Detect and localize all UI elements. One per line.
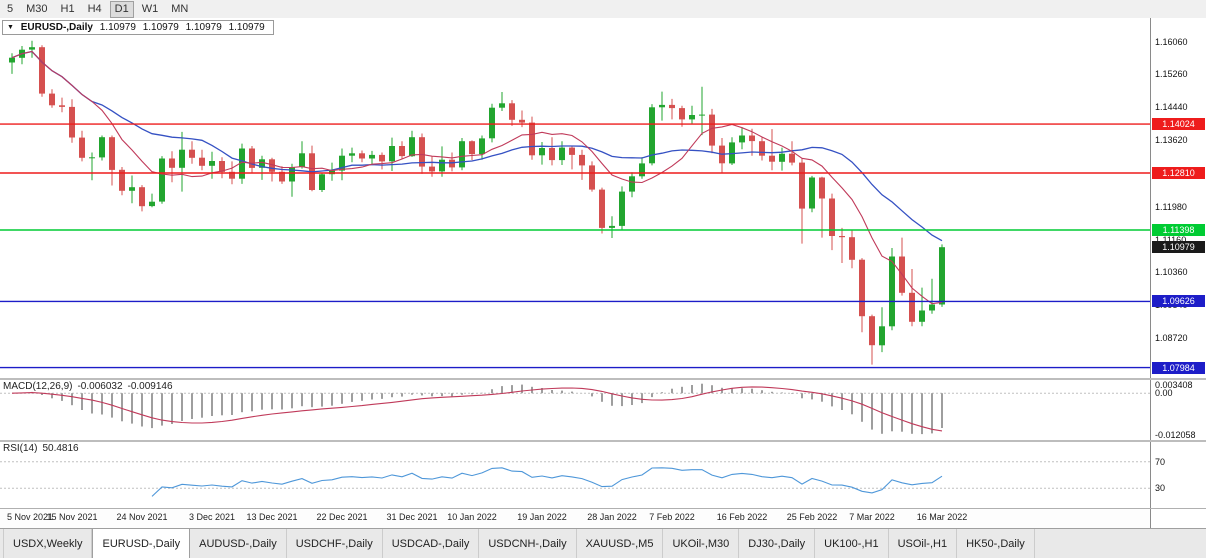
macd-signal-line	[11, 386, 943, 432]
date-tick-label: 16 Feb 2022	[716, 512, 768, 522]
macd-axis-label: -0.012058	[1155, 430, 1196, 440]
macd-indicator-panel[interactable]: MACD(12,26,9) -0.006032 -0.009146	[0, 380, 1150, 440]
symbol-dropdown-icon[interactable]: ▼	[7, 24, 14, 31]
chart-tab-xauusd-m5[interactable]: XAUUSD-,M5	[577, 529, 664, 558]
timeframe-5-button[interactable]: 5	[7, 2, 14, 15]
price-axis[interactable]: 1.16060 1.15260 1.14440 1.13620 1.12810 1.119…	[1150, 18, 1206, 528]
timeframe-h4-button[interactable]: H4	[87, 2, 102, 15]
macd-histogram	[21, 383, 943, 435]
price-tick: 1.14440	[1155, 102, 1188, 112]
chart-tab-usdchf-daily[interactable]: USDCHF-,Daily	[287, 529, 383, 558]
chart-tab-usdcad-daily[interactable]: USDCAD-,Daily	[383, 529, 480, 558]
timeframe-h1-button[interactable]: H1	[60, 2, 75, 15]
ma-slow-line	[11, 50, 943, 242]
date-tick-label: 28 Jan 2022	[587, 512, 637, 522]
chart-tab-ukoil-m30[interactable]: UKOil-,M30	[663, 529, 740, 558]
date-tick-label: 25 Feb 2022	[786, 512, 838, 522]
price-line-label[interactable]: 1.09626	[1152, 295, 1205, 307]
panel-splitter[interactable]	[0, 440, 1206, 442]
rsi-label: RSI(14) 50.4816	[3, 443, 84, 454]
chart-tab-usdcnh-daily[interactable]: USDCNH-,Daily	[479, 529, 577, 558]
price-line-label[interactable]: 1.11398	[1152, 224, 1205, 236]
chart-workspace: ▼ EURUSD-,Daily 1.10979 1.10979 1.10979 …	[0, 18, 1206, 528]
chart-tab-dj30-daily[interactable]: DJ30-,Daily	[739, 529, 816, 558]
price-tick: 1.11160	[1155, 235, 1187, 245]
timeframe-mn-button[interactable]: MN	[171, 2, 189, 15]
date-tick-label: 16 Mar 2022	[916, 512, 968, 522]
macd-signal-value: -0.009146	[127, 381, 173, 392]
price-tick: 1.11980	[1155, 202, 1187, 212]
macd-label: MACD(12,26,9) -0.006032 -0.009146	[3, 381, 178, 392]
timeframe-toolbar: 5 M30 H1 H4 D1 W1 MN	[0, 0, 1206, 19]
date-axis: 5 Nov 2021 15 Nov 2021 24 Nov 2021 3 Dec 20…	[0, 509, 1150, 528]
timeframe-w1-button[interactable]: W1	[141, 2, 159, 15]
chart-tab-hk50-daily[interactable]: HK50-,Daily	[957, 529, 1035, 558]
date-tick-label: 13 Dec 2021	[246, 512, 298, 522]
rsi-axis-label: 30	[1155, 483, 1166, 493]
chart-tab-usdx-weekly[interactable]: USDX,Weekly	[3, 529, 93, 558]
date-tick-label: 15 Nov 2021	[46, 512, 98, 522]
rsi-canvas[interactable]	[0, 442, 1150, 508]
price-tick: 1.10360	[1155, 267, 1188, 277]
price-chart-canvas[interactable]	[0, 18, 1150, 378]
price-tick: 1.08720	[1155, 333, 1188, 343]
date-tick-label: 19 Jan 2022	[517, 512, 567, 522]
rsi-title: RSI(14)	[3, 443, 38, 454]
rsi-value: 50.4816	[42, 443, 79, 454]
rsi-line	[151, 467, 943, 497]
date-tick-label: 3 Dec 2021	[188, 512, 236, 522]
timeframe-d1-button[interactable]: D1	[109, 0, 134, 18]
macd-canvas[interactable]	[0, 380, 1150, 440]
price-tick: 1.15260	[1155, 69, 1188, 79]
price-tick: 1.16060	[1155, 37, 1188, 47]
date-tick-label: 24 Nov 2021	[116, 512, 168, 522]
chart-tab-usoil-h1[interactable]: USOil-,H1	[889, 529, 958, 558]
current-price-label: 1.10979	[1152, 241, 1205, 253]
macd-title: MACD(12,26,9)	[3, 381, 73, 392]
date-axis-separator	[0, 508, 1206, 509]
date-tick-label: 5 Nov 2021	[6, 512, 54, 522]
date-tick-label: 22 Dec 2021	[316, 512, 368, 522]
price-line-label[interactable]: 1.14024	[1152, 118, 1205, 130]
candlestick-series	[9, 40, 945, 365]
quote-symbol: EURUSD-,Daily	[20, 22, 93, 33]
chart-tab-uk100-h1[interactable]: UK100-,H1	[815, 529, 889, 558]
macd-main-value: -0.006032	[77, 381, 123, 392]
rsi-axis-label: 70	[1155, 457, 1166, 467]
date-tick-label: 10 Jan 2022	[447, 512, 497, 522]
date-tick-label: 7 Feb 2022	[649, 512, 695, 522]
timeframe-m30-button[interactable]: M30	[26, 2, 48, 15]
chart-tab-audusd-daily[interactable]: AUDUSD-,Daily	[190, 529, 287, 558]
chart-quote-box: ▼ EURUSD-,Daily 1.10979 1.10979 1.10979 …	[2, 20, 274, 35]
price-line-label[interactable]: 1.07984	[1152, 362, 1205, 374]
quote-close: 1.10979	[228, 22, 265, 33]
price-tick: 1.13620	[1155, 135, 1188, 145]
quote-open: 1.10979	[99, 22, 136, 33]
date-tick-label: 7 Mar 2022	[849, 512, 895, 522]
price-line-label[interactable]: 1.12810	[1152, 167, 1205, 179]
price-chart-panel[interactable]: ▼ EURUSD-,Daily 1.10979 1.10979 1.10979 …	[0, 18, 1150, 378]
quote-high: 1.10979	[142, 22, 179, 33]
quote-low: 1.10979	[185, 22, 222, 33]
chart-tab-bar: USDX,Weekly EURUSD-,Daily AUDUSD-,Daily USD…	[0, 528, 1206, 558]
macd-axis-label: 0.003408	[1155, 380, 1193, 390]
macd-axis-label: 0.00	[1155, 388, 1173, 398]
rsi-indicator-panel[interactable]: RSI(14) 50.4816	[0, 442, 1150, 508]
date-tick-label: 31 Dec 2021	[386, 512, 438, 522]
ma-fast-line	[11, 50, 943, 305]
chart-tab-eurusd-daily[interactable]: EURUSD-,Daily	[92, 528, 191, 558]
panel-splitter[interactable]	[0, 378, 1206, 380]
